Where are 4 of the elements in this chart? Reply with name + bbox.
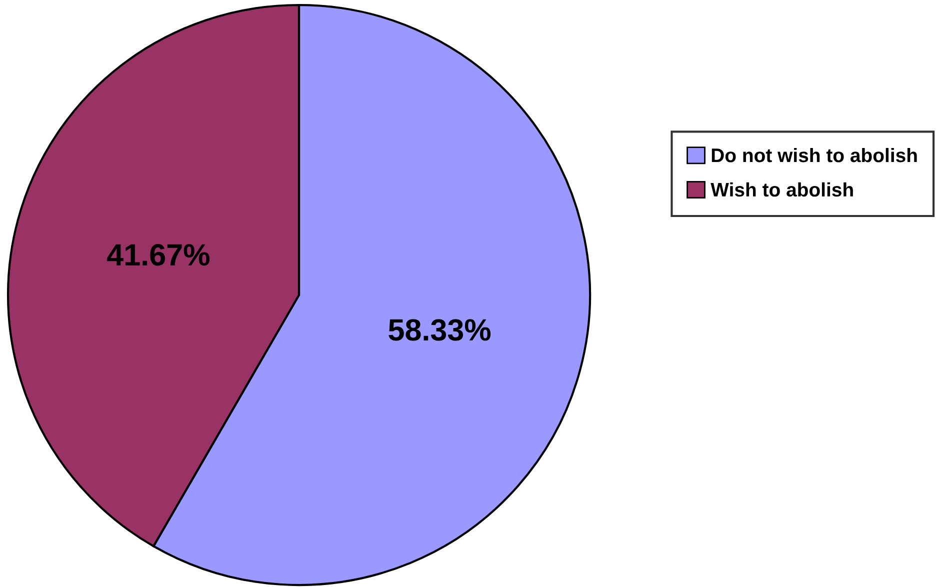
data-label: 41.67% <box>107 244 210 266</box>
legend-label: Do not wish to abolish <box>712 148 917 162</box>
data-label: 58.33% <box>388 319 491 341</box>
legend-label: Wish to abolish <box>710 182 853 197</box>
